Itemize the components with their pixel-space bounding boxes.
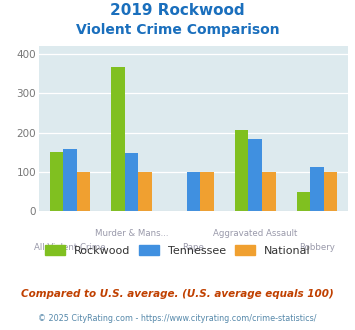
- Text: Aggravated Assault: Aggravated Assault: [213, 229, 297, 238]
- Text: Rape: Rape: [182, 243, 204, 251]
- Bar: [63, 149, 77, 211]
- Text: Robbery: Robbery: [299, 243, 335, 251]
- Bar: [77, 172, 90, 211]
- Text: All Violent Crime: All Violent Crime: [34, 243, 106, 251]
- Bar: [310, 167, 324, 211]
- Text: Compared to U.S. average. (U.S. average equals 100): Compared to U.S. average. (U.S. average …: [21, 289, 334, 299]
- Bar: [262, 172, 275, 211]
- Text: Violent Crime Comparison: Violent Crime Comparison: [76, 23, 279, 37]
- Bar: [187, 172, 200, 211]
- Bar: [200, 172, 214, 211]
- Text: 2019 Rockwood: 2019 Rockwood: [110, 3, 245, 18]
- Bar: [248, 139, 262, 211]
- Bar: [111, 67, 125, 211]
- Bar: [297, 191, 310, 211]
- Bar: [235, 130, 248, 211]
- Bar: [125, 153, 138, 211]
- Legend: Rockwood, Tennessee, National: Rockwood, Tennessee, National: [40, 240, 315, 260]
- Text: © 2025 CityRating.com - https://www.cityrating.com/crime-statistics/: © 2025 CityRating.com - https://www.city…: [38, 314, 317, 323]
- Bar: [50, 152, 63, 211]
- Text: Murder & Mans...: Murder & Mans...: [95, 229, 169, 238]
- Bar: [138, 172, 152, 211]
- Bar: [324, 172, 337, 211]
